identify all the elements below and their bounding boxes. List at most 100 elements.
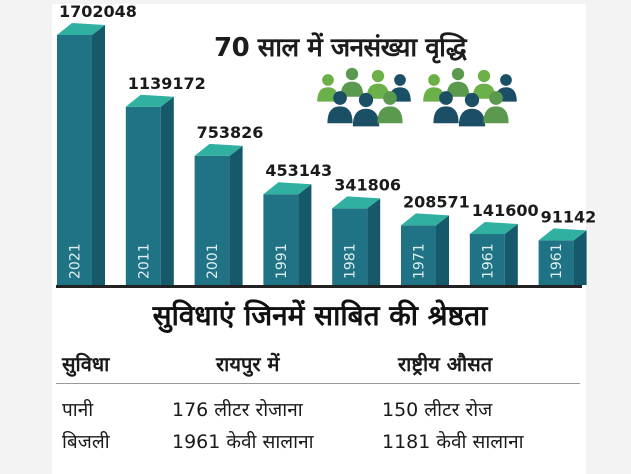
person-body [352, 108, 380, 127]
bar-value-label: 141600 [472, 201, 539, 220]
facilities-title: सुविधाएं जिनमें साबित की श्रेष्ठता [152, 299, 488, 332]
population-bar-chart: 1702048 2021 1139172 2011 753826 2001 453143 19… [57, 2, 596, 285]
bar-value-label: 1702048 [59, 2, 137, 21]
bar-top [194, 143, 243, 156]
person-body [446, 81, 470, 97]
person-head [464, 92, 480, 108]
bar-value-label: 1139172 [128, 74, 206, 93]
person-head [345, 67, 359, 81]
person-icon [327, 91, 353, 124]
bar-front [469, 233, 505, 285]
header-facility: सुविधा [62, 352, 110, 376]
bar-top [125, 94, 174, 107]
bar: 91142 1961 [538, 207, 597, 285]
bar: 453143 1991 [263, 161, 332, 285]
table-row: बिजली 1961 केवी सालाना 1181 केवी सालाना [58, 428, 578, 458]
bar: 753826 2001 [194, 123, 264, 285]
chart-title: 70 साल में जनसंख्या वृद्धि [214, 33, 467, 63]
person-body [366, 83, 390, 99]
header-raipur: रायपुर में [216, 352, 280, 376]
bar-top [263, 182, 312, 195]
person-head [394, 74, 406, 86]
person-body [472, 83, 496, 99]
bar: 1139172 2011 [125, 74, 206, 285]
person-icon [366, 69, 390, 99]
person-head [383, 91, 397, 105]
bar-value-label: 453143 [265, 161, 332, 180]
bar-side [367, 198, 381, 285]
person-head [333, 91, 347, 105]
raipur-value: 1961 केवी सालाना [172, 431, 314, 453]
person-icon [483, 91, 509, 124]
person-icon [446, 67, 470, 97]
person-head [451, 67, 465, 81]
header-national-avg: राष्ट्रीय औसत [398, 352, 493, 376]
person-icon [472, 69, 496, 99]
bar-side [436, 215, 449, 285]
bar: 341806 1981 [332, 175, 401, 285]
bar-side [92, 25, 105, 285]
bar-top [401, 213, 449, 226]
bar-front [194, 155, 230, 285]
bar-value-label: 208571 [403, 192, 470, 211]
person-icon [377, 91, 403, 124]
bar-top [332, 196, 381, 209]
person-head [500, 74, 512, 86]
bar-top [538, 228, 587, 241]
national-value: 150 लीटर रोज [382, 399, 493, 421]
person-head [477, 69, 491, 83]
person-icon [433, 91, 459, 124]
person-body [483, 106, 509, 124]
bar: 208571 1971 [401, 192, 470, 285]
bar-side [504, 223, 518, 285]
people-group-left [317, 67, 411, 127]
bar: 1702048 2021 [57, 2, 137, 285]
bar-side [573, 230, 587, 285]
facility-name: पानी [62, 399, 94, 421]
person-head [428, 74, 440, 86]
section-divider [56, 285, 582, 288]
bar-side [160, 96, 174, 285]
bar-front [125, 106, 161, 285]
national-value: 1181 केवी सालाना [382, 431, 524, 453]
bar-year-label: 1991 [274, 243, 290, 279]
people-icon-groups [317, 67, 517, 127]
bar-front [263, 194, 299, 285]
bar-front [332, 208, 368, 285]
person-head [439, 91, 453, 105]
person-body [433, 106, 459, 124]
bars-layer: 1702048 2021 1139172 2011 753826 2001 453143 19… [57, 2, 596, 285]
bar-value-label: 341806 [334, 175, 401, 194]
person-body [340, 81, 364, 97]
bar-top [57, 23, 105, 35]
people-group-right [423, 67, 517, 127]
bar-value-label: 91142 [541, 207, 597, 226]
person-head [358, 92, 374, 108]
bar-front [538, 240, 574, 285]
bar-year-label: 1961 [549, 243, 565, 279]
bar-value-label: 753826 [197, 123, 264, 142]
bar: 141600 1961 [469, 201, 539, 285]
bar-front [57, 35, 92, 285]
raipur-value: 176 लीटर रोजाना [172, 399, 303, 421]
bar-front [401, 225, 436, 285]
person-body [327, 106, 353, 124]
bar-top [469, 221, 518, 234]
facilities-table-header: सुविधा रायपुर में राष्ट्रीय औसत [58, 350, 578, 380]
bar-year-label: 1961 [480, 243, 496, 279]
table-row: पानी 176 लीटर रोजाना 150 लीटर रोज [58, 396, 578, 426]
bar-year-label: 2021 [68, 243, 84, 279]
bar-year-label: 2011 [136, 243, 152, 279]
facility-name: बिजली [62, 431, 110, 453]
person-body [458, 108, 486, 127]
person-head [371, 69, 385, 83]
person-body [377, 106, 403, 124]
bar-year-label: 1981 [343, 243, 359, 279]
bar-year-label: 1971 [412, 243, 428, 279]
person-head [489, 91, 503, 105]
bar-side [298, 184, 312, 285]
person-icon [340, 67, 364, 97]
header-divider [56, 383, 580, 384]
person-head [322, 74, 334, 86]
person-icon [352, 92, 380, 127]
